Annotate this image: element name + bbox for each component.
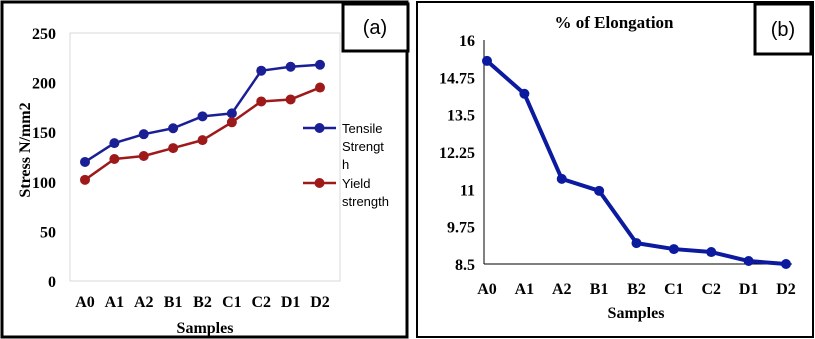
legend: Tensile Strengt h Yield strength [303,121,389,209]
legend-label: Yield [342,176,370,191]
data-point [80,156,90,167]
data-point [168,123,179,134]
data-point [256,96,267,107]
x-tick-label: A2 [552,281,572,298]
y-tick-label: 0 [48,274,56,291]
x-tick-label: B2 [627,281,646,298]
data-point [482,55,492,66]
data-point [138,151,149,162]
panel-a-plot-area [69,32,341,282]
x-tick-label: A2 [134,294,154,311]
legend-marker [314,123,325,133]
y-tick-label: 8.5 [455,257,475,274]
data-point [109,153,120,164]
legend-label: Tensile [342,121,382,136]
data-point [226,117,237,128]
legend-label: strength [342,194,389,209]
panel-b-tag-box [753,2,813,56]
x-tick-label: C2 [251,294,271,311]
data-point [519,88,530,99]
legend-label: h [342,157,349,172]
data-point [109,138,120,149]
data-point [285,61,296,72]
y-tick-label: 16 [459,33,475,50]
panel-a-border [0,0,409,339]
data-point [256,65,267,76]
panel-b-border [416,1,814,338]
y-tick-label: 13.5 [447,108,475,125]
data-point [197,135,208,146]
data-point [781,259,791,269]
y-tick-label: 14.75 [439,70,475,87]
panel-a-tag: (a) [363,17,387,39]
x-axis-title: Samples [177,320,234,337]
y-tick-label: 9.75 [447,220,475,237]
data-point [315,59,325,70]
x-tick-label: A0 [477,281,497,298]
y-tick-label: 12.25 [439,145,475,162]
panel-b-tag: (b) [771,19,795,41]
series-line [485,59,787,266]
data-point [594,185,605,196]
x-tick-label: B2 [193,294,212,311]
x-tick-label: C2 [701,281,721,298]
data-point [631,238,642,249]
chart-panel-b: (b) % of Elongation 8.5 9.75 11 12.25 13.5 14… [416,1,814,338]
y-tick-label: 11 [460,182,475,199]
x-tick-label: D1 [739,281,759,298]
panel-a-tag-box [341,2,410,53]
data-point [80,174,90,185]
x-tick-label: D2 [776,281,796,298]
x-tick-label: D1 [281,294,301,311]
series-line [84,86,321,181]
x-tick-label: C1 [222,294,242,311]
data-point [668,244,679,255]
x-tick-label: B1 [164,294,183,311]
legend-marker [314,178,325,188]
x-axis-title: Samples [608,305,665,322]
y-tick-label: 100 [32,175,56,192]
y-tick-label: 150 [32,125,56,142]
data-point [315,82,325,93]
data-point [706,247,717,258]
x-tick-label: B1 [590,281,609,298]
data-point [743,256,754,267]
y-tick-label: 200 [32,76,56,93]
data-point [138,129,149,140]
x-tick-label: C1 [664,281,684,298]
chart-title: % of Elongation [554,13,674,32]
legend-label: Strengt [342,139,384,154]
data-point [197,111,208,122]
x-tick-label: A1 [515,281,535,298]
x-tick-label: A0 [75,294,95,311]
y-axis-title: Stress N/mm2 [17,102,34,197]
x-tick-label: A1 [105,294,125,311]
data-point [285,94,296,105]
data-point [226,108,237,119]
data-point [556,173,567,184]
data-point [168,143,179,154]
y-tick-label: 250 [32,26,56,43]
x-tick-label: D2 [310,294,330,311]
chart-panel-a: (a) 0 50 100 150 200 250 A0 A1 A2 B1 B2 C1 C2 D1 D2 T… [0,0,410,339]
y-tick-label: 50 [40,224,56,241]
